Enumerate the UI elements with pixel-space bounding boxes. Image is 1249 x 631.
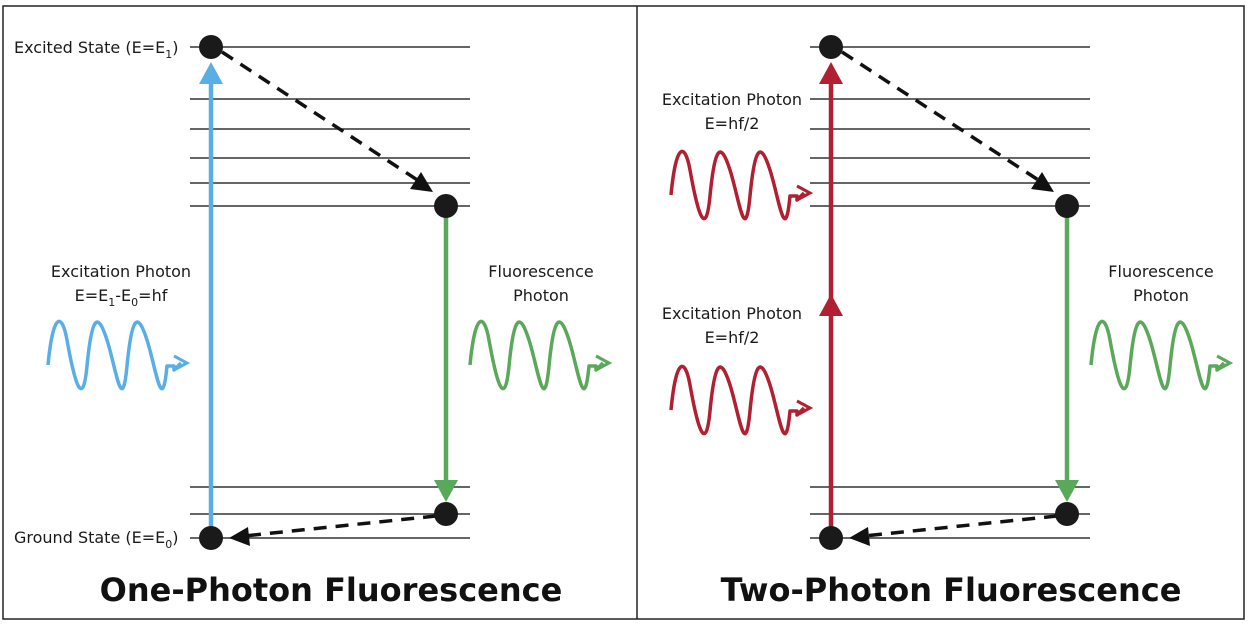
fluorescence-arrowhead <box>1055 480 1079 502</box>
right-panel-title: Two-Photon Fluorescence <box>721 571 1182 609</box>
green-photon-wave-icon <box>1089 319 1226 391</box>
red-photon-wave-upper-icon <box>669 149 806 221</box>
ground-state-dot <box>819 526 843 550</box>
ground-relaxation-arrow <box>243 514 437 538</box>
ground-relaxation-arrowhead <box>849 527 870 546</box>
right-panel: Excitation Photon E=hf/2 Excitation Phot… <box>662 35 1234 609</box>
excited-state-dot <box>819 35 843 59</box>
red-photon-wave-lower-icon <box>669 364 806 436</box>
blue-photon-wave-icon <box>46 319 183 391</box>
fluorescence-label-line1: Fluorescence <box>488 262 593 281</box>
excited-state-label: Excited State (E=E1) <box>14 38 178 61</box>
lower-excitation-energy-label: E=hf/2 <box>705 328 760 347</box>
relaxed-state-dot <box>1055 194 1079 218</box>
red-photon-wave-upper-tip <box>796 184 814 202</box>
ground-state-label: Ground State (E=E0) <box>14 528 179 551</box>
excitation-arrowhead <box>199 62 223 84</box>
green-photon-wave-tip <box>595 354 613 372</box>
ground-relaxation-arrowhead <box>229 527 250 546</box>
green-photon-wave-icon <box>468 319 605 391</box>
relaxation-arrowhead <box>1031 172 1054 192</box>
left-panel: Excited State (E=E1) Ground State (E=E0)… <box>14 35 613 609</box>
outer-frame <box>2 5 1245 620</box>
relaxed-state-dot <box>434 194 458 218</box>
energy-levels <box>810 46 1090 539</box>
excitation-arrowhead <box>819 62 843 84</box>
fluorescence-label-line1: Fluorescence <box>1108 262 1213 281</box>
excitation-photon-label: Excitation Photon <box>51 262 191 281</box>
vibrational-relaxation-arrow <box>221 50 426 187</box>
lower-excitation-photon-label: Excitation Photon <box>662 304 802 323</box>
upper-excitation-energy-label: E=hf/2 <box>705 114 760 133</box>
excited-state-dot <box>199 35 223 59</box>
blue-photon-wave-tip <box>173 354 191 372</box>
vibrational-relaxation-arrow <box>841 50 1047 187</box>
fluorescence-label-line2: Photon <box>1133 286 1189 305</box>
energy-levels <box>190 46 470 539</box>
red-photon-wave-lower-tip <box>796 399 814 417</box>
ground-relaxation-arrow <box>863 514 1058 538</box>
green-photon-wave-tip <box>1216 354 1234 372</box>
vibrational-ground-dot <box>434 502 458 526</box>
upper-excitation-photon-label: Excitation Photon <box>662 90 802 109</box>
fluorescence-label-line2: Photon <box>513 286 569 305</box>
vibrational-ground-dot <box>1055 502 1079 526</box>
excitation-energy-label: E=E1-E0=hf <box>75 286 168 309</box>
left-panel-title: One-Photon Fluorescence <box>100 571 563 609</box>
midpoint-arrowhead <box>819 294 843 316</box>
relaxation-arrowhead <box>410 172 433 192</box>
ground-state-dot <box>199 526 223 550</box>
fluorescence-arrowhead <box>434 480 458 502</box>
